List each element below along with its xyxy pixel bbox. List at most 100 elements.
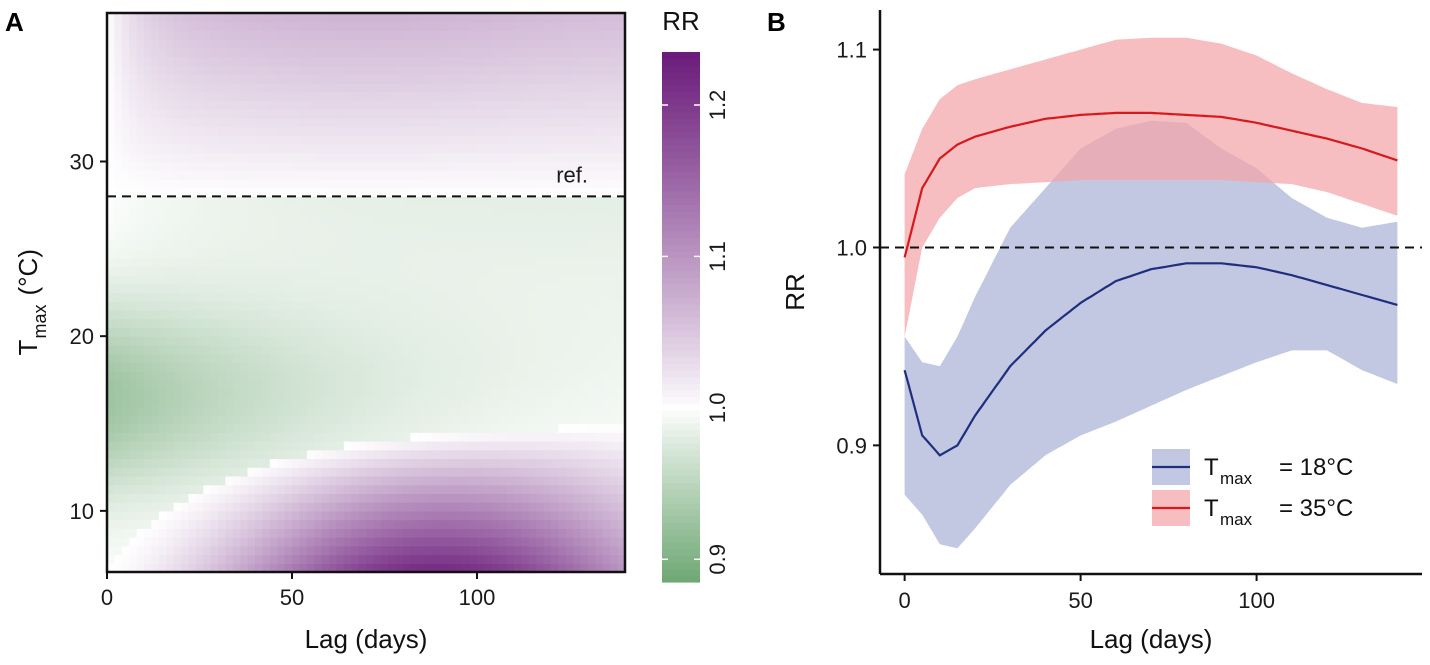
heatmap-cell bbox=[491, 510, 500, 521]
heatmap-cell bbox=[388, 13, 397, 23]
heatmap-cell bbox=[484, 292, 493, 302]
heatmap-cell bbox=[173, 117, 182, 128]
colorbar-tick-label: 1.2 bbox=[705, 90, 730, 121]
heatmap-cell bbox=[462, 449, 471, 460]
heatmap-cell bbox=[565, 458, 574, 468]
heatmap-cell bbox=[262, 397, 271, 407]
heatmap-cell bbox=[454, 554, 463, 564]
heatmap-cell bbox=[284, 109, 293, 119]
heatmap-cell bbox=[181, 65, 189, 75]
heatmap-cell bbox=[255, 275, 263, 285]
heatmap-cell bbox=[588, 144, 596, 154]
heatmap-cell bbox=[373, 135, 382, 145]
heatmap-cell bbox=[262, 371, 271, 381]
heatmap-cell bbox=[580, 484, 589, 494]
heatmap-cell bbox=[343, 283, 352, 294]
y-axis-title-subscript: max bbox=[30, 304, 50, 338]
heatmap-cell bbox=[588, 126, 596, 136]
heatmap-cell bbox=[144, 406, 152, 416]
heatmap-cell bbox=[269, 545, 278, 556]
heatmap-cell bbox=[477, 213, 485, 224]
heatmap-cell bbox=[602, 21, 611, 32]
heatmap-cell bbox=[299, 432, 308, 442]
heatmap-cell bbox=[543, 266, 552, 276]
heatmap-cell bbox=[432, 240, 441, 250]
heatmap-cell bbox=[158, 109, 167, 119]
heatmap-cell bbox=[454, 309, 463, 320]
heatmap-cell bbox=[617, 213, 626, 224]
heatmap-cell bbox=[158, 301, 167, 311]
heatmap-cell bbox=[129, 432, 138, 442]
heatmap-cell bbox=[321, 388, 330, 398]
heatmap-cell bbox=[292, 414, 300, 425]
heatmap-cell bbox=[610, 484, 619, 494]
heatmap-cell bbox=[573, 545, 582, 556]
heatmap-cell bbox=[284, 170, 293, 180]
heatmap-cell bbox=[484, 502, 493, 512]
heatmap-cell bbox=[506, 493, 515, 503]
heatmap-cell bbox=[306, 423, 315, 433]
heatmap-cell bbox=[181, 240, 189, 250]
heatmap-cell bbox=[114, 510, 123, 521]
heatmap-cell bbox=[151, 510, 160, 521]
heatmap-cell bbox=[499, 187, 508, 198]
heatmap-cell bbox=[121, 13, 130, 23]
heatmap-cell bbox=[462, 257, 471, 267]
heatmap-cell bbox=[380, 187, 389, 198]
heatmap-cell bbox=[173, 205, 182, 215]
heatmap-cell bbox=[255, 510, 263, 521]
heatmap-cell bbox=[602, 100, 611, 110]
heatmap-cell bbox=[521, 161, 530, 171]
heatmap-cell bbox=[462, 502, 471, 512]
heatmap-cell bbox=[580, 126, 589, 136]
heatmap-cell bbox=[329, 458, 337, 468]
heatmap-cell bbox=[306, 126, 315, 136]
heatmap-cell bbox=[166, 117, 175, 128]
heatmap-cell bbox=[247, 440, 256, 451]
colorbar-segment bbox=[662, 568, 700, 576]
heatmap-cell bbox=[210, 240, 219, 250]
heatmap-cell bbox=[462, 82, 471, 93]
heatmap-cell bbox=[166, 292, 175, 302]
heatmap-cell bbox=[373, 47, 382, 58]
heatmap-cell bbox=[536, 309, 545, 320]
heatmap-cell bbox=[491, 135, 500, 145]
heatmap-cell bbox=[447, 379, 456, 390]
heatmap-cell bbox=[218, 266, 226, 276]
heatmap-cell bbox=[218, 440, 226, 451]
heatmap-cell bbox=[521, 502, 530, 512]
heatmap-cell bbox=[617, 100, 626, 110]
heatmap-cell bbox=[321, 510, 330, 521]
heatmap-cell bbox=[188, 257, 197, 267]
heatmap-cell bbox=[195, 519, 204, 529]
heatmap-cell bbox=[551, 222, 559, 232]
heatmap-cell bbox=[240, 309, 249, 320]
heatmap-cell bbox=[151, 406, 160, 416]
heatmap-cell bbox=[195, 388, 204, 398]
heatmap-cell bbox=[558, 65, 567, 75]
heatmap-cell bbox=[403, 344, 411, 355]
heatmap-cell bbox=[351, 554, 360, 564]
heatmap-cell bbox=[491, 353, 500, 363]
heatmap-cell bbox=[129, 388, 138, 398]
heatmap-cell bbox=[329, 414, 337, 425]
heatmap-cell bbox=[447, 152, 456, 163]
heatmap-cell bbox=[306, 301, 315, 311]
heatmap-cell bbox=[469, 275, 478, 285]
heatmap-cell bbox=[388, 318, 397, 329]
heatmap-cell bbox=[277, 205, 286, 215]
heatmap-cell bbox=[447, 82, 456, 93]
heatmap-cell bbox=[158, 144, 167, 154]
heatmap-cell bbox=[580, 82, 589, 93]
heatmap-cell bbox=[144, 353, 152, 363]
heatmap-cell bbox=[395, 467, 404, 477]
heatmap-cell bbox=[299, 39, 308, 49]
heatmap-cell bbox=[188, 39, 197, 49]
heatmap-cell bbox=[417, 353, 426, 363]
heatmap-cell bbox=[284, 484, 293, 494]
heatmap-cell bbox=[136, 484, 145, 494]
heatmap-cell bbox=[610, 554, 619, 564]
heatmap-cell bbox=[588, 275, 596, 285]
heatmap-cell bbox=[255, 502, 263, 512]
heatmap-cell bbox=[351, 432, 360, 442]
